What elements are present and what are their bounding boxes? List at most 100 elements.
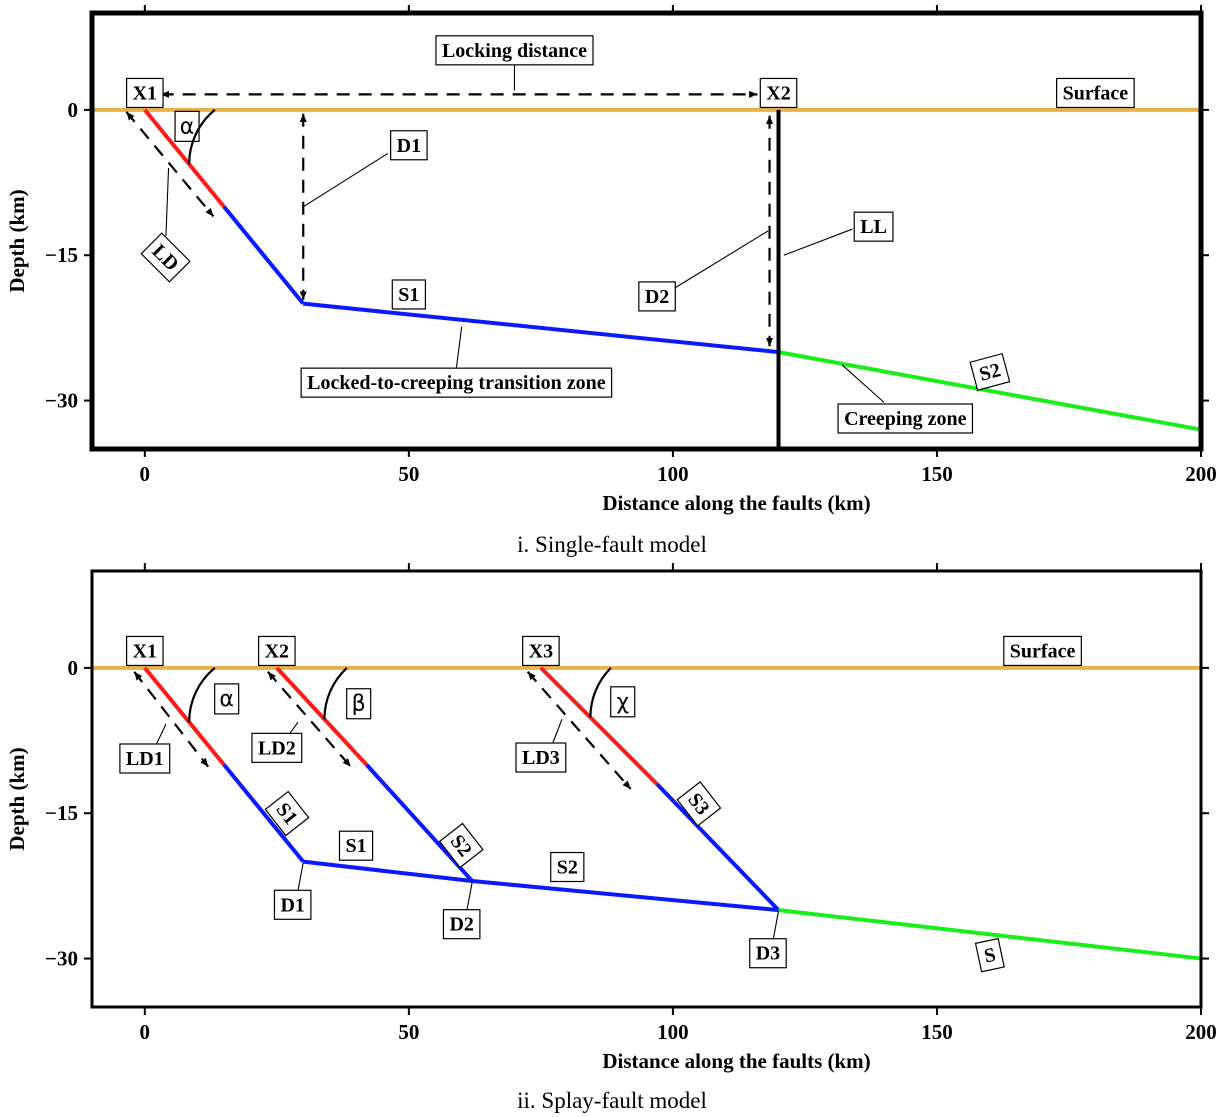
x-tick-label: 50 [398, 462, 419, 486]
segment-f1-locked [143, 666, 226, 767]
angle-label-alpha-text: α [180, 114, 195, 139]
label-d2-text: D2 [645, 286, 669, 308]
label-s1-flat: S1 [338, 830, 374, 861]
label-creeping-label: Creeping zone [837, 403, 974, 434]
angle-label-beta-box [346, 688, 372, 720]
x-tick-label: 150 [921, 1020, 953, 1044]
single-fault-panel: 0 50 100 150 200 0 −15 −30 Distance along the fa… [5, 5, 1217, 557]
label-s1-flat-text: S1 [345, 835, 366, 857]
label-s1-text: S1 [398, 284, 419, 306]
label-surface-label-box [1003, 635, 1082, 667]
label-d1-box [390, 130, 428, 161]
label-s1-splay: S1 [264, 790, 310, 837]
d1-arrow-head [299, 113, 307, 123]
angle-label-alpha-text: α [219, 687, 234, 712]
label-s-text: S [982, 944, 997, 968]
label-x2-box [759, 77, 798, 109]
segment-f2-locked [275, 666, 369, 767]
y-axis-title: Depth (km) [5, 747, 29, 850]
label-ll: LL [853, 211, 894, 242]
label-d2-box [638, 281, 676, 312]
plot-frame [90, 569, 1203, 1009]
label-creeping-label-box [837, 403, 974, 434]
label-surface-label: Surface [1056, 77, 1135, 109]
label-d1-box [273, 889, 312, 920]
ld3-arrow-line [526, 671, 632, 790]
d1-leader [297, 862, 304, 891]
angle-label-chi-text: χ [616, 690, 629, 715]
angle-label-alpha: α [174, 110, 200, 142]
label-d2-text: D2 [449, 914, 473, 936]
label-s2-splay-box [438, 822, 484, 869]
label-s2-flat-text: S2 [557, 857, 578, 879]
segment-s1-flat [303, 859, 473, 884]
segment-s1-flat [303, 301, 779, 355]
angle-label-alpha: α [214, 683, 240, 715]
label-d1-text: D1 [397, 135, 421, 157]
angle-arc-alpha [188, 667, 216, 723]
y-tick-label: −30 [45, 389, 78, 413]
ld2-arrow-head [267, 671, 276, 681]
label-x2: X2 [258, 635, 296, 667]
label-x3: X3 [522, 635, 560, 667]
angle-label-alpha-box [174, 110, 200, 142]
segment-f3-locked [539, 666, 659, 786]
angle-arc-beta [323, 667, 348, 720]
label-d1: D1 [390, 130, 428, 161]
angle-label-beta-text: β [352, 692, 366, 717]
segment-f1-lower [222, 763, 305, 863]
label-s1-box [391, 279, 427, 310]
y-tick-label: 0 [68, 98, 79, 122]
label-ld3-box [515, 742, 567, 773]
segment-f3-lower [655, 782, 780, 912]
label-x1: X1 [125, 635, 164, 667]
x-tick-label: 50 [398, 1020, 419, 1044]
label-s1-splay-box [264, 790, 310, 837]
label-x1-text: X1 [133, 640, 157, 662]
label-locking-distance-text: Locking distance [442, 40, 587, 62]
label-s-box [974, 937, 1005, 973]
ld3-arrow [526, 671, 632, 790]
label-x2-text: X2 [265, 640, 289, 662]
angle-label-chi: χ [610, 686, 636, 718]
x-tick-label: 200 [1185, 462, 1217, 486]
label-s: S [974, 937, 1005, 973]
d2-leader [672, 230, 769, 290]
ld-leader [165, 168, 170, 236]
segment-s2-creep [778, 350, 1202, 432]
label-locking-distance: Locking distance [435, 35, 594, 66]
d3-leader [772, 910, 780, 940]
ld-arrow-head [126, 111, 135, 121]
splay-fault-panel: 0 50 100 150 200 0 −15 −30 Distance along the fa… [5, 563, 1217, 1113]
label-x1: X1 [125, 77, 164, 109]
plot-frame [89, 10, 1204, 452]
segment-locked-ramp [143, 108, 226, 209]
label-d2: D2 [638, 281, 676, 312]
label-s3-splay: S3 [676, 781, 722, 827]
y-axis-title: Depth (km) [5, 189, 29, 292]
ld1-arrow-head [200, 758, 209, 767]
x-tick-label: 100 [657, 462, 689, 486]
panel-caption: i. Single-fault model [517, 532, 707, 557]
angle-label-chi-box [610, 686, 636, 718]
label-ld1-box [119, 743, 171, 774]
label-s3-splay-box [676, 781, 722, 827]
label-s2-box [969, 352, 1011, 391]
ld3-leader [550, 719, 563, 747]
ld3-arrow-head [622, 780, 631, 789]
angle-label-alpha-box [214, 683, 240, 715]
label-d3: D3 [749, 938, 787, 969]
label-ld2: LD2 [251, 732, 303, 763]
label-creeping-label-text: Creeping zone [844, 408, 967, 430]
label-x2: X2 [759, 77, 798, 109]
label-ld3-text: LD3 [522, 747, 560, 769]
segment-ramp-lower [222, 205, 305, 305]
label-surface-label-box [1056, 77, 1135, 109]
label-x2-box [258, 635, 296, 667]
label-d3-box [749, 938, 787, 969]
x-tick-label: 150 [921, 462, 953, 486]
x-axis-title: Distance along the faults (km) [602, 1049, 870, 1073]
label-ld1: LD1 [119, 743, 171, 774]
label-transition-label: Locked-to-creeping transition zone [300, 367, 613, 398]
